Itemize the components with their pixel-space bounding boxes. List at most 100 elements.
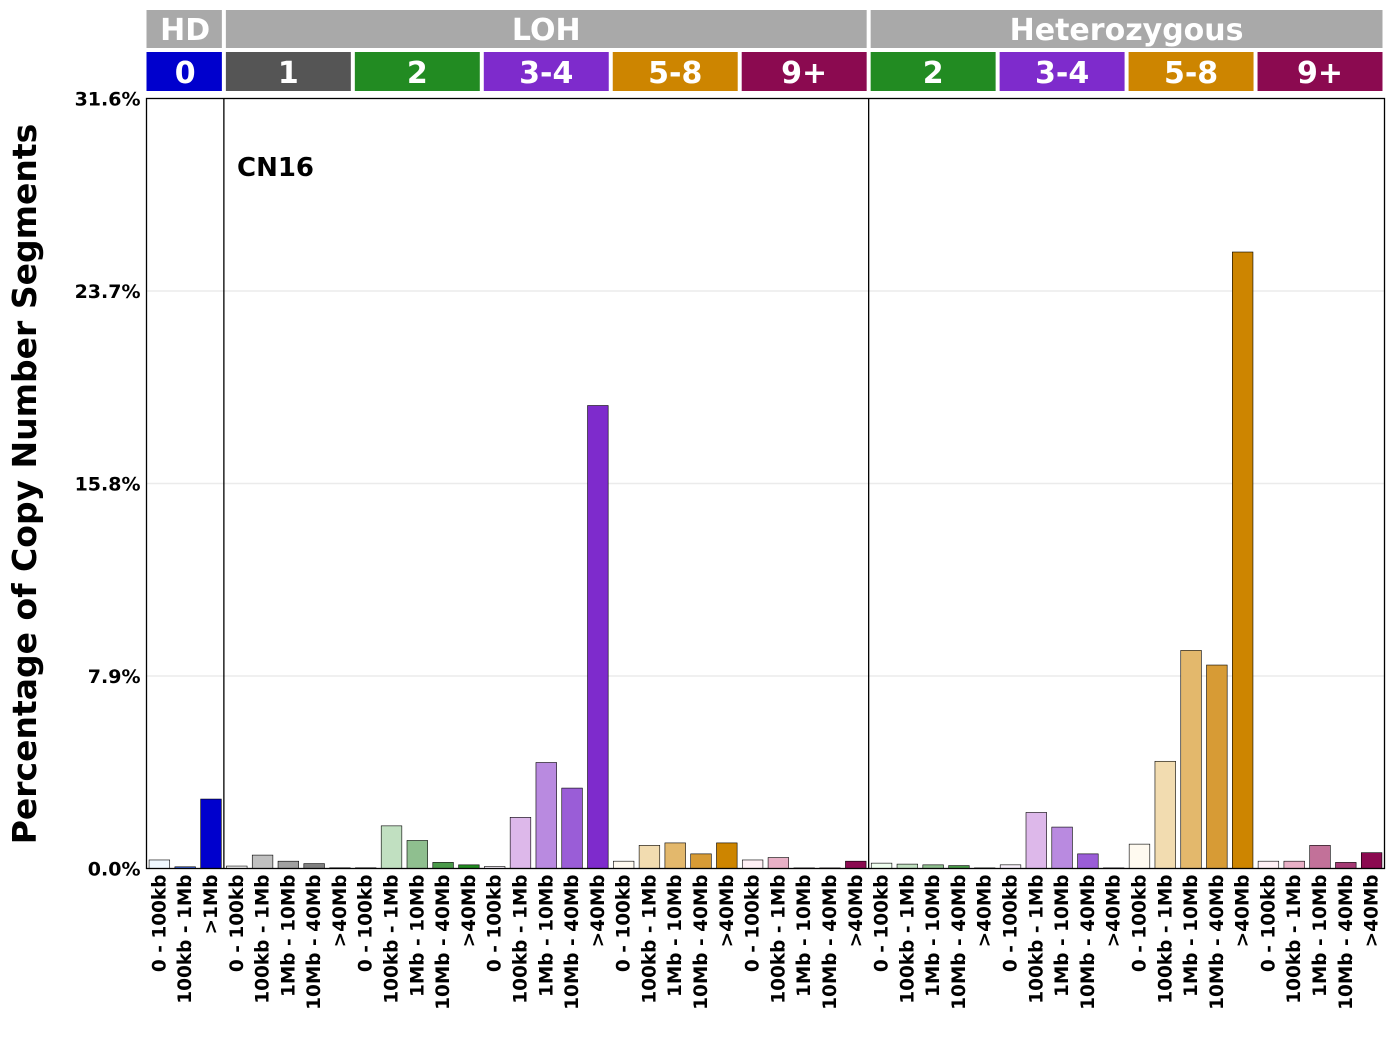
copy-number-strip-label: 3-4 (519, 56, 573, 91)
bar (1309, 845, 1331, 869)
copy-number-strip (870, 52, 996, 91)
x-tick-label: >40Mb (975, 875, 996, 948)
bar (561, 787, 583, 869)
bar (406, 840, 428, 869)
bar (716, 842, 738, 869)
bar (303, 863, 325, 869)
copy-number-strip-label: 3-4 (1035, 56, 1089, 91)
x-tick-label: >40Mb (588, 875, 609, 948)
y-tick-label: 23.7% (75, 281, 141, 303)
x-tick-label: 100kb - 1Mb (639, 875, 660, 1004)
copy-number-strip-label: 9+ (1297, 56, 1343, 91)
copy-number-strip-label: 5-8 (648, 56, 702, 91)
bar (1051, 826, 1073, 869)
bar (1232, 251, 1254, 869)
bar (277, 860, 299, 869)
bar (251, 854, 274, 869)
state-group-strip-label: Heterozygous (1010, 13, 1244, 48)
panel-dividers (223, 98, 870, 869)
bar (509, 817, 532, 869)
bar (1257, 860, 1280, 869)
bar (1077, 853, 1099, 869)
state-group-strip (146, 10, 222, 48)
x-tick-label: 10Mb - 40Mb (304, 875, 325, 1010)
bar (767, 857, 790, 869)
y-gridlines (146, 290, 1385, 677)
copy-number-strip (1257, 52, 1383, 91)
x-tick-label: 10Mb - 40Mb (1078, 875, 1099, 1010)
x-tick-label: >40Mb (459, 875, 480, 948)
y-tick-label: 31.6% (75, 89, 141, 111)
y-axis-label: Percentage of Copy Number Segments (5, 124, 44, 845)
bar (1128, 843, 1151, 869)
bar (664, 842, 686, 869)
bars (148, 251, 1383, 869)
copy-number-strip-label: 2 (407, 56, 428, 91)
state-group-strip-label: HD (160, 13, 210, 48)
x-axis-category-labels: 0 - 100kb 100kb - 1Mb >1Mb 0 - 100kb 100kb -… (149, 874, 1382, 1009)
x-tick-label: 1Mb - 10Mb (1052, 875, 1073, 997)
x-tick-label: 100kb - 1Mb (1284, 875, 1305, 1004)
bar (613, 860, 635, 869)
x-tick-label: 10Mb - 40Mb (562, 875, 583, 1010)
copy-number-strip (612, 52, 738, 91)
bar (896, 863, 918, 869)
copy-number-strip (146, 52, 222, 91)
bar (587, 405, 609, 869)
x-tick-label: 10Mb - 40Mb (949, 875, 970, 1010)
bar (148, 859, 171, 869)
x-tick-label: 0 - 100kb (1129, 875, 1150, 973)
x-tick-label: >40Mb (1362, 875, 1383, 948)
x-tick-label: 10Mb - 40Mb (820, 875, 841, 1010)
x-tick-label: 0 - 100kb (149, 875, 170, 973)
facet-strips: 0 1 2 3-4 5-8 9+ 2 3-4 5-8 9+ HD LOH Heterozygous (146, 10, 1383, 91)
x-tick-label: 10Mb - 40Mb (1336, 875, 1357, 1010)
y-tick-label: 0.0% (88, 859, 141, 881)
y-tick-label: 15.8% (75, 474, 141, 496)
x-tick-label: 1Mb - 10Mb (278, 875, 299, 997)
bar (1283, 860, 1305, 869)
bar (432, 862, 454, 869)
x-tick-label: 1Mb - 10Mb (1310, 875, 1331, 997)
state-group-strip (870, 10, 1383, 48)
x-tick-label: 100kb - 1Mb (1155, 875, 1176, 1004)
bar (380, 825, 403, 869)
bar (200, 798, 222, 869)
x-tick-label: 1Mb - 10Mb (665, 875, 686, 997)
x-tick-label: >40Mb (330, 875, 351, 948)
copy-number-strip-label: 2 (923, 56, 944, 91)
x-tick-label: 10Mb - 40Mb (691, 875, 712, 1010)
bar (638, 845, 661, 869)
bar (1335, 862, 1357, 869)
bar (845, 860, 867, 869)
x-tick-label: 100kb - 1Mb (510, 875, 531, 1004)
plot-panel-border (145, 97, 1386, 870)
x-tick-label: 10Mb - 40Mb (433, 875, 454, 1010)
x-tick-label: 100kb - 1Mb (175, 875, 196, 1004)
copy-number-strip-label: 9+ (781, 56, 827, 91)
x-tick-label: >1Mb (201, 875, 222, 935)
x-tick-label: >40Mb (717, 875, 738, 948)
x-tick-label: 0 - 100kb (356, 875, 377, 973)
x-tick-label: >40Mb (1104, 875, 1125, 948)
state-group-strip-label: LOH (512, 13, 581, 48)
x-tick-label: >40Mb (1233, 875, 1254, 948)
x-tick-label: 1Mb - 10Mb (407, 875, 428, 997)
x-tick-label: 0 - 100kb (743, 875, 764, 973)
bar (1180, 650, 1202, 869)
x-tick-label: 1Mb - 10Mb (536, 875, 557, 997)
bar (1206, 664, 1228, 869)
x-tick-label: 0 - 100kb (485, 875, 506, 973)
x-tick-label: 0 - 100kb (614, 875, 635, 973)
x-tick-label: 100kb - 1Mb (1026, 875, 1047, 1004)
state-group-strip (225, 10, 867, 48)
y-axis-ticks: 0.0% 7.9% 15.8% 23.7% 31.6% (75, 89, 141, 881)
signature-annotation: CN16 (237, 153, 314, 183)
bar (1025, 812, 1047, 869)
bar (741, 859, 764, 869)
x-tick-label: 100kb - 1Mb (768, 875, 789, 1004)
bar (690, 853, 712, 869)
x-tick-label: 0 - 100kb (872, 875, 893, 973)
copy-number-strip-label: 1 (278, 56, 299, 91)
